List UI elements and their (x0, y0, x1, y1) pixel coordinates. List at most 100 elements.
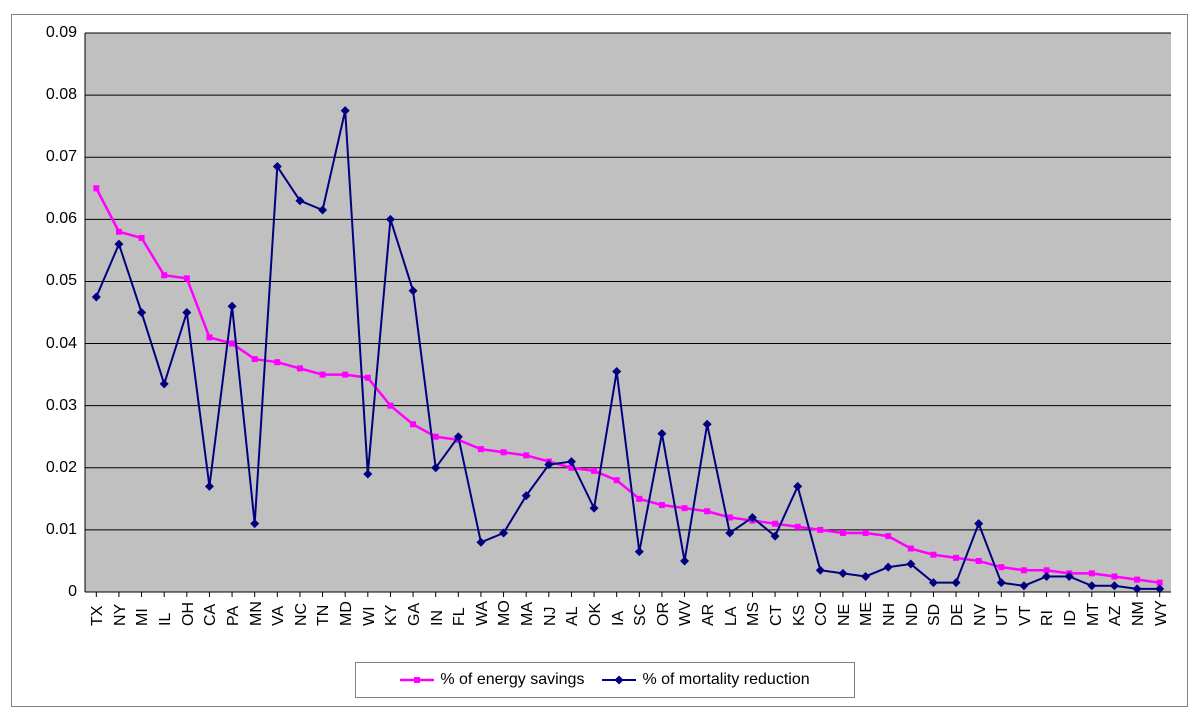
x-tick-label: NM (1131, 601, 1147, 626)
y-tick-label: 0.08 (27, 87, 77, 103)
legend-swatch-0 (400, 673, 434, 687)
x-tick-label: IL (158, 612, 174, 625)
series-marker-0 (93, 185, 99, 191)
series-marker-0 (206, 334, 212, 340)
x-tick-label: AZ (1108, 605, 1124, 625)
x-tick-label: MD (339, 601, 355, 626)
series-marker-1 (160, 379, 169, 388)
x-tick-label: TN (316, 604, 332, 625)
x-tick-label: WY (1154, 600, 1170, 626)
series-marker-0 (704, 508, 710, 514)
y-tick-label: 0.02 (27, 460, 77, 476)
series-marker-1 (205, 482, 214, 491)
series-marker-1 (92, 292, 101, 301)
legend-swatch-1 (602, 673, 636, 687)
series-marker-0 (591, 468, 597, 474)
series-marker-0 (863, 530, 869, 536)
series-marker-0 (229, 341, 235, 347)
x-tick-label: LA (724, 606, 740, 626)
series-marker-1 (861, 572, 870, 581)
x-tick-label: KS (792, 604, 808, 625)
series-marker-1 (997, 578, 1006, 587)
series-marker-0 (614, 477, 620, 483)
series-marker-1 (137, 308, 146, 317)
series-marker-1 (363, 469, 372, 478)
series-marker-1 (884, 563, 893, 572)
x-tick-label: ID (1063, 610, 1079, 626)
legend-item-0: % of energy savings (400, 671, 584, 689)
series-marker-0 (795, 524, 801, 530)
series-marker-1 (228, 302, 237, 311)
x-tick-label: OR (656, 602, 672, 626)
legend-item-1: % of mortality reduction (602, 671, 809, 689)
x-tick-label: MI (135, 608, 151, 626)
x-tick-label: CO (814, 602, 830, 626)
series-marker-0 (976, 558, 982, 564)
series-marker-0 (478, 446, 484, 452)
series-marker-1 (793, 482, 802, 491)
x-tick-label: WA (475, 600, 491, 625)
x-tick-label: RI (1040, 610, 1056, 626)
x-tick-label: MS (746, 602, 762, 626)
x-tick-label: UT (995, 604, 1011, 625)
series-marker-1 (318, 206, 327, 215)
x-tick-label: AL (565, 606, 581, 626)
y-tick-label: 0.05 (27, 273, 77, 289)
y-tick-label: 0.04 (27, 336, 77, 352)
x-tick-label: VT (1018, 605, 1034, 625)
series-marker-0 (161, 272, 167, 278)
series-marker-1 (816, 566, 825, 575)
plot-area (85, 33, 1171, 592)
series-marker-0 (930, 552, 936, 558)
series-marker-1 (476, 538, 485, 547)
x-tick-label: NY (113, 603, 129, 625)
x-tick-label: WV (678, 600, 694, 626)
series-marker-1 (1110, 581, 1119, 590)
series-marker-1 (1042, 572, 1051, 581)
series-marker-1 (657, 429, 666, 438)
legend: % of energy savings % of mortality reduct… (355, 662, 855, 698)
y-tick-label: 0.06 (27, 211, 77, 227)
plot-svg (85, 33, 1171, 592)
series-marker-1 (182, 308, 191, 317)
x-tick-label: PA (226, 606, 242, 626)
series-marker-1 (680, 556, 689, 565)
x-tick-label: MA (520, 602, 536, 626)
x-tick-label: MO (497, 600, 513, 626)
series-marker-0 (387, 403, 393, 409)
x-tick-label: OH (181, 602, 197, 626)
x-tick-label: AR (701, 603, 717, 625)
series-marker-0 (501, 449, 507, 455)
x-tick-label: NJ (543, 606, 559, 626)
y-tick-label: 0 (27, 584, 77, 600)
series-marker-1 (250, 519, 259, 528)
series-marker-1 (386, 215, 395, 224)
x-tick-label: NC (294, 603, 310, 626)
x-tick-label: IA (611, 611, 627, 626)
series-marker-1 (1019, 581, 1028, 590)
series-marker-0 (342, 372, 348, 378)
y-tick-label: 0.03 (27, 398, 77, 414)
series-marker-1 (635, 547, 644, 556)
x-tick-label: CA (203, 603, 219, 625)
series-marker-1 (612, 367, 621, 376)
series-marker-1 (974, 519, 983, 528)
x-tick-label: GA (407, 603, 423, 626)
x-tick-label: ME (859, 602, 875, 626)
series-marker-0 (908, 546, 914, 552)
y-tick-label: 0.01 (27, 522, 77, 538)
series-marker-0 (953, 555, 959, 561)
series-marker-0 (433, 434, 439, 440)
series-marker-0 (184, 275, 190, 281)
series-marker-0 (274, 359, 280, 365)
series-marker-0 (320, 372, 326, 378)
x-tick-label: NH (882, 603, 898, 626)
x-tick-label: OK (588, 603, 604, 626)
series-marker-1 (1087, 581, 1096, 590)
y-tick-label: 0.07 (27, 149, 77, 165)
x-tick-label: NV (973, 603, 989, 625)
y-tick-label: 0.09 (27, 25, 77, 41)
series-marker-0 (817, 527, 823, 533)
series-marker-1 (590, 504, 599, 513)
series-line-1 (96, 111, 1159, 589)
